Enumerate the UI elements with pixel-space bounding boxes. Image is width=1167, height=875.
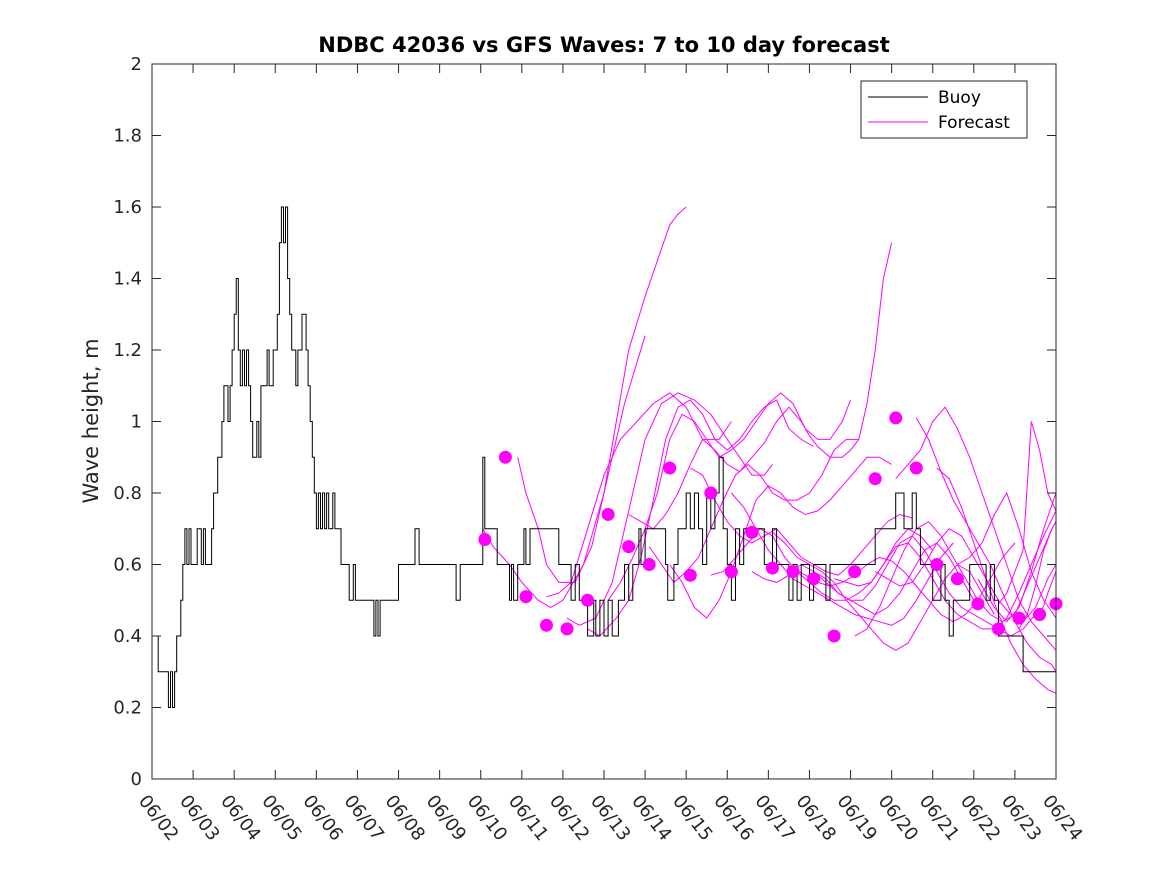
- forecast-point: [868, 472, 882, 486]
- y-axis: 0 0.2 0.4 0.6 0.8 1 1.2 1.4 1.6 1.8 2: [113, 54, 1056, 790]
- forecast-point: [807, 572, 821, 586]
- forecast-point: [560, 622, 574, 636]
- forecast-point: [724, 565, 738, 579]
- y-tick-label: 0.6: [113, 555, 142, 576]
- y-tick-label: 2: [131, 54, 142, 75]
- forecast-line: [977, 492, 1057, 623]
- forecast-line: [895, 406, 1057, 651]
- forecast-point: [478, 532, 492, 546]
- forecast-point: [683, 568, 697, 582]
- plot-area: [152, 64, 1056, 779]
- forecast-line: [874, 528, 1057, 623]
- y-tick-label: 1.6: [113, 197, 142, 218]
- y-tick-label: 1: [131, 412, 142, 433]
- forecast-point: [909, 461, 923, 475]
- forecast-point: [1033, 608, 1047, 622]
- y-tick-label: 0.8: [113, 483, 142, 504]
- forecast-point: [601, 507, 615, 521]
- legend-box: [860, 80, 1028, 139]
- forecast-point: [1012, 611, 1026, 625]
- forecast-point: [971, 597, 985, 611]
- buoy-line: [156, 206, 1057, 708]
- forecast-line: [731, 492, 954, 626]
- forecast-point: [930, 558, 944, 571]
- forecast-line: [566, 392, 773, 626]
- forecast-point: [539, 618, 553, 632]
- forecast-line: [517, 206, 687, 583]
- legend-forecast-label: Forecast: [938, 113, 1010, 133]
- forecast-point: [581, 593, 595, 607]
- forecast-point: [765, 561, 779, 575]
- buoy-series-group: [156, 206, 1057, 708]
- forecast-line: [669, 456, 892, 619]
- y-tick-label: 0: [131, 769, 142, 790]
- forecast-point: [745, 525, 759, 539]
- forecast-line: [1018, 521, 1057, 630]
- y-tick-label: 1.2: [113, 340, 142, 361]
- y-tick-label: 0.2: [113, 698, 142, 719]
- y-tick-label: 0.4: [113, 626, 142, 647]
- y-tick-label: 1.4: [113, 269, 142, 290]
- forecast-point: [991, 622, 1005, 636]
- forecast-point: [642, 558, 656, 571]
- y-tick-label: 1.8: [113, 126, 142, 147]
- forecast-line: [854, 520, 1057, 637]
- forecast-line: [998, 421, 1057, 605]
- legend-buoy-label: Buoy: [938, 88, 981, 108]
- axes-background: [152, 64, 1056, 779]
- forecast-line: [607, 392, 851, 601]
- y-axis-label: Wave height, m: [79, 338, 103, 503]
- forecast-point: [889, 411, 903, 425]
- forecast-line: [482, 335, 646, 608]
- forecast-line: [710, 528, 934, 601]
- forecast-line: [957, 491, 1057, 619]
- forecast-point: [622, 540, 636, 554]
- forecast-point: [663, 461, 677, 475]
- forecast-point: [848, 565, 862, 579]
- chart-title: NDBC 42036 vs GFS Waves: 7 to 10 day for…: [318, 33, 889, 57]
- forecast-point: [498, 450, 512, 464]
- forecast-point: [950, 572, 964, 586]
- forecast-point: [704, 486, 718, 500]
- forecast-points-group: [478, 411, 1063, 643]
- legend: Buoy Forecast: [860, 80, 1028, 139]
- forecast-point: [827, 629, 841, 643]
- forecast-point: [786, 565, 800, 579]
- forecast-point: [519, 590, 533, 604]
